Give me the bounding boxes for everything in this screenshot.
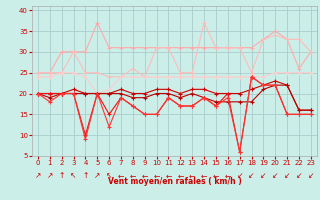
Text: ↙: ↙ <box>308 171 314 180</box>
Text: ←: ← <box>141 171 148 180</box>
Text: ←: ← <box>130 171 136 180</box>
Text: ↙: ↙ <box>272 171 278 180</box>
Text: ↖: ↖ <box>70 171 77 180</box>
Text: ↙: ↙ <box>248 171 255 180</box>
Text: ↑: ↑ <box>59 171 65 180</box>
Text: ↗: ↗ <box>35 171 41 180</box>
Text: ←: ← <box>213 171 219 180</box>
Text: ↗: ↗ <box>47 171 53 180</box>
Text: ↙: ↙ <box>296 171 302 180</box>
X-axis label: Vent moyen/en rafales ( km/h ): Vent moyen/en rafales ( km/h ) <box>108 177 241 186</box>
Text: ←: ← <box>225 171 231 180</box>
Text: ↑: ↑ <box>82 171 89 180</box>
Text: ←: ← <box>153 171 160 180</box>
Text: ↖: ↖ <box>106 171 112 180</box>
Text: ↙: ↙ <box>260 171 267 180</box>
Text: ↙: ↙ <box>284 171 290 180</box>
Text: ←: ← <box>165 171 172 180</box>
Text: ←: ← <box>118 171 124 180</box>
Text: ←: ← <box>201 171 207 180</box>
Text: ↗: ↗ <box>94 171 100 180</box>
Text: ←: ← <box>177 171 184 180</box>
Text: ←: ← <box>189 171 196 180</box>
Text: ↙: ↙ <box>236 171 243 180</box>
